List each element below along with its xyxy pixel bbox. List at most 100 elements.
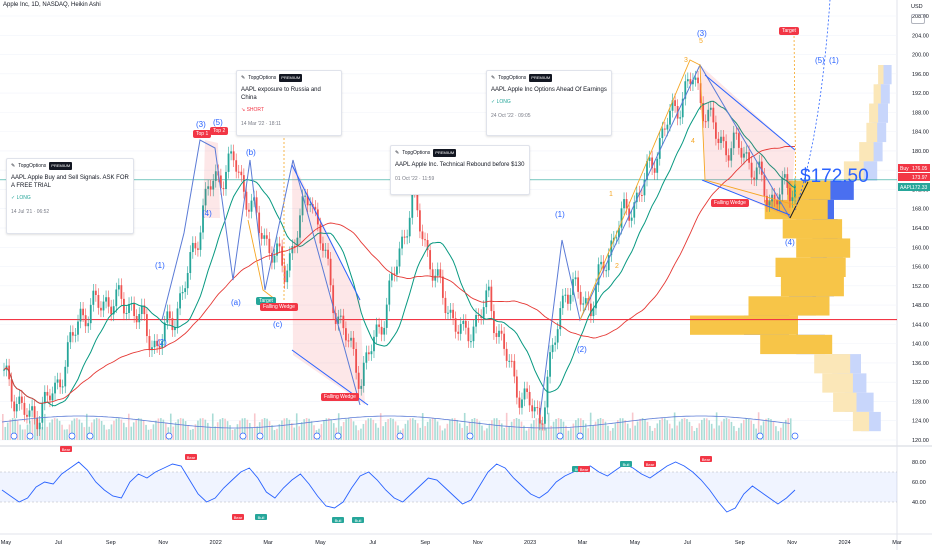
wave-label: (3) <box>697 29 707 38</box>
volume-bar <box>160 418 162 440</box>
volume-profile-up <box>833 392 857 412</box>
candle-body <box>186 273 189 289</box>
volume-bar <box>775 426 777 440</box>
volume-bar <box>757 412 760 440</box>
candle-body <box>646 160 648 180</box>
candle-body <box>66 342 69 367</box>
event-icon <box>466 432 474 440</box>
volume-bar <box>118 418 120 440</box>
candle-body <box>750 162 753 178</box>
volume-profile-up <box>869 103 879 123</box>
volume-bar <box>619 418 622 440</box>
time-tick-label: May <box>315 540 326 546</box>
volume-bar <box>612 428 614 440</box>
volume-bar <box>552 421 555 440</box>
rsi-marker-text: Bear <box>62 447 71 452</box>
volume-bar <box>570 428 572 440</box>
candle-body <box>26 414 28 417</box>
candle-body <box>661 128 664 139</box>
volume-bar <box>473 418 476 440</box>
volume-bar <box>226 421 229 440</box>
price-tick-label: 180.00 <box>912 149 929 155</box>
candle-body <box>199 232 202 250</box>
event-icon <box>68 432 76 440</box>
candle-body <box>87 323 90 327</box>
event-icon <box>556 432 564 440</box>
candle-body <box>370 351 373 355</box>
volume-bar <box>313 425 315 440</box>
candle-body <box>232 151 235 161</box>
volume-bar <box>113 420 115 440</box>
volume-bar <box>231 429 234 440</box>
candle-body <box>745 152 748 154</box>
volume-bar <box>298 426 300 440</box>
candle-body <box>441 276 444 298</box>
volume-profile-up <box>780 277 844 297</box>
volume-bar <box>51 419 53 440</box>
volume-bar <box>137 418 140 440</box>
candle-body <box>197 248 199 250</box>
volume-bar <box>187 424 189 440</box>
volume-bar <box>332 423 335 440</box>
volume-bar <box>602 418 604 440</box>
idea-card-2[interactable]: ✎ TopgOptions PREMIUM AAPL exposure to Rus… <box>236 70 342 136</box>
volume-bar <box>303 419 305 440</box>
volume-bar <box>488 423 491 440</box>
volume-bar <box>194 424 197 440</box>
rsi-marker-text: Bull <box>258 515 265 520</box>
price-axis-badge-value: 172.33 <box>912 185 928 191</box>
candle-body <box>597 264 600 286</box>
volume-bar <box>256 426 259 440</box>
tag-top-2: Top 2 <box>210 127 229 135</box>
volume-bar <box>439 425 441 440</box>
currency-toggle[interactable] <box>911 14 925 24</box>
candle-body <box>240 171 243 176</box>
volume-bar <box>76 418 78 440</box>
volume-bar <box>90 422 93 440</box>
volume-bar <box>705 418 708 440</box>
volume-bar <box>355 425 357 440</box>
volume-bar <box>120 419 123 440</box>
volume-bar <box>626 423 629 440</box>
volume-bar <box>157 418 160 440</box>
volume-bar <box>384 421 387 440</box>
candle-body <box>202 205 204 233</box>
volume-bar <box>152 424 155 440</box>
candle-body <box>189 252 192 274</box>
idea-card-3[interactable]: ✎ TopgOptions PREMIUM AAPL Apple Inc. Tech… <box>390 145 530 195</box>
rsi-marker <box>255 514 267 520</box>
volume-bar <box>308 418 310 440</box>
volume-bar <box>392 418 394 440</box>
volume-bar <box>478 421 481 440</box>
idea-time-4: 24 Oct '22 · 09:05 <box>491 113 531 119</box>
volume-bar <box>300 422 303 440</box>
volume-bar <box>286 418 288 440</box>
candle-body <box>396 266 398 275</box>
volume-bar <box>105 429 108 440</box>
candle-body <box>222 188 225 190</box>
idea-card-1[interactable]: ✎ TopgOptions PREMIUM AAPL Apple Buy and S… <box>6 158 134 234</box>
volume-bar <box>100 420 103 440</box>
candle-body <box>301 196 304 216</box>
price-axis-badge-value: 173.97 <box>912 175 928 181</box>
candle-body <box>755 167 758 180</box>
tag-falling-wedge-1: Falling Wedge <box>260 303 298 311</box>
volume-bar <box>81 422 83 440</box>
candle-body <box>426 240 429 251</box>
candle-body <box>737 133 740 148</box>
volume-bar <box>466 425 468 440</box>
candle-body <box>579 291 582 305</box>
volume-bar <box>367 418 370 440</box>
volume-bar <box>530 423 533 440</box>
volume-bar <box>740 423 743 440</box>
candle-body <box>43 391 46 404</box>
idea-card-4[interactable]: ✎ TopgOptions PREMIUM AAPL Apple Inc Optio… <box>486 70 612 136</box>
event-icon <box>86 432 94 440</box>
author-icon: ✎ <box>241 75 246 81</box>
candle-body <box>306 195 309 206</box>
volume-bar <box>412 418 414 440</box>
volume-bar <box>555 418 557 440</box>
volume-bar <box>508 425 510 440</box>
